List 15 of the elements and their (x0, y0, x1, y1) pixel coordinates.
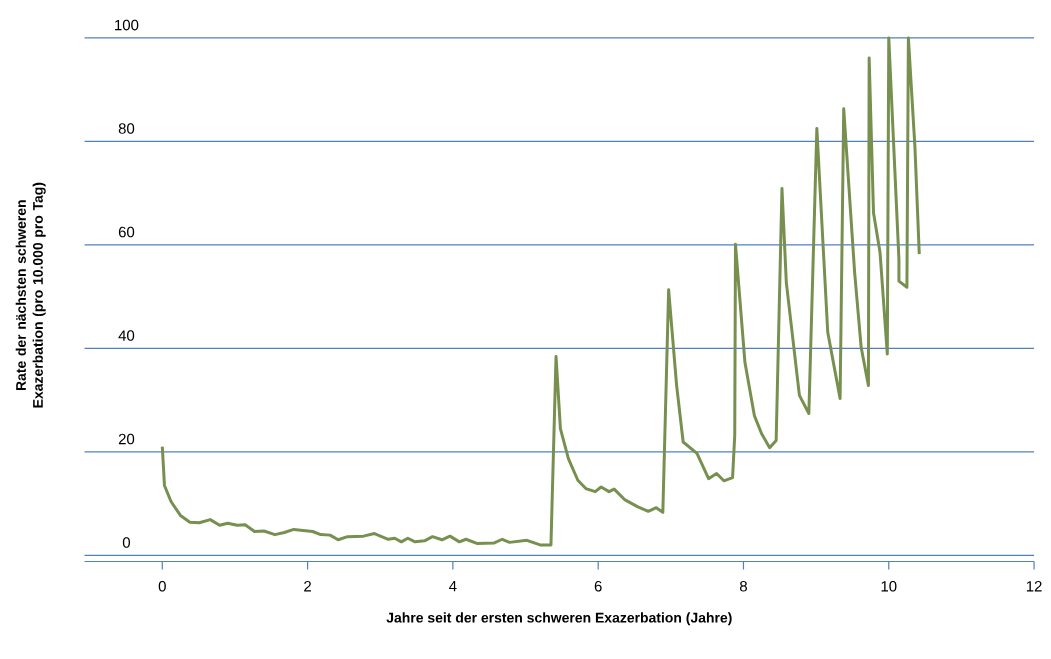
y-axis-title: Rate der nächsten schweren Exazerbation (pro 10.000 pro Tag) (15, 182, 46, 408)
y-tick-label: 100 (115, 19, 139, 31)
y-tick-label: 20 (118, 433, 135, 445)
x-tick-label: 12 (1026, 580, 1042, 592)
x-tick-label: 0 (158, 580, 166, 592)
x-tick-label: 6 (594, 580, 602, 592)
x-tick-label: 8 (739, 580, 747, 592)
y-tick-label: 60 (118, 226, 135, 238)
x-tick-label: 2 (304, 580, 311, 592)
y-tick-label: 80 (118, 123, 135, 134)
x-tick-label: 4 (449, 580, 457, 592)
x-axis-title: Jahre seit der ersten schweren Exazerbation (Jahre) (386, 612, 732, 626)
x-tick-label: 10 (881, 580, 897, 592)
y-tick-label: 40 (118, 330, 135, 341)
y-tick-label: 0 (122, 537, 131, 548)
